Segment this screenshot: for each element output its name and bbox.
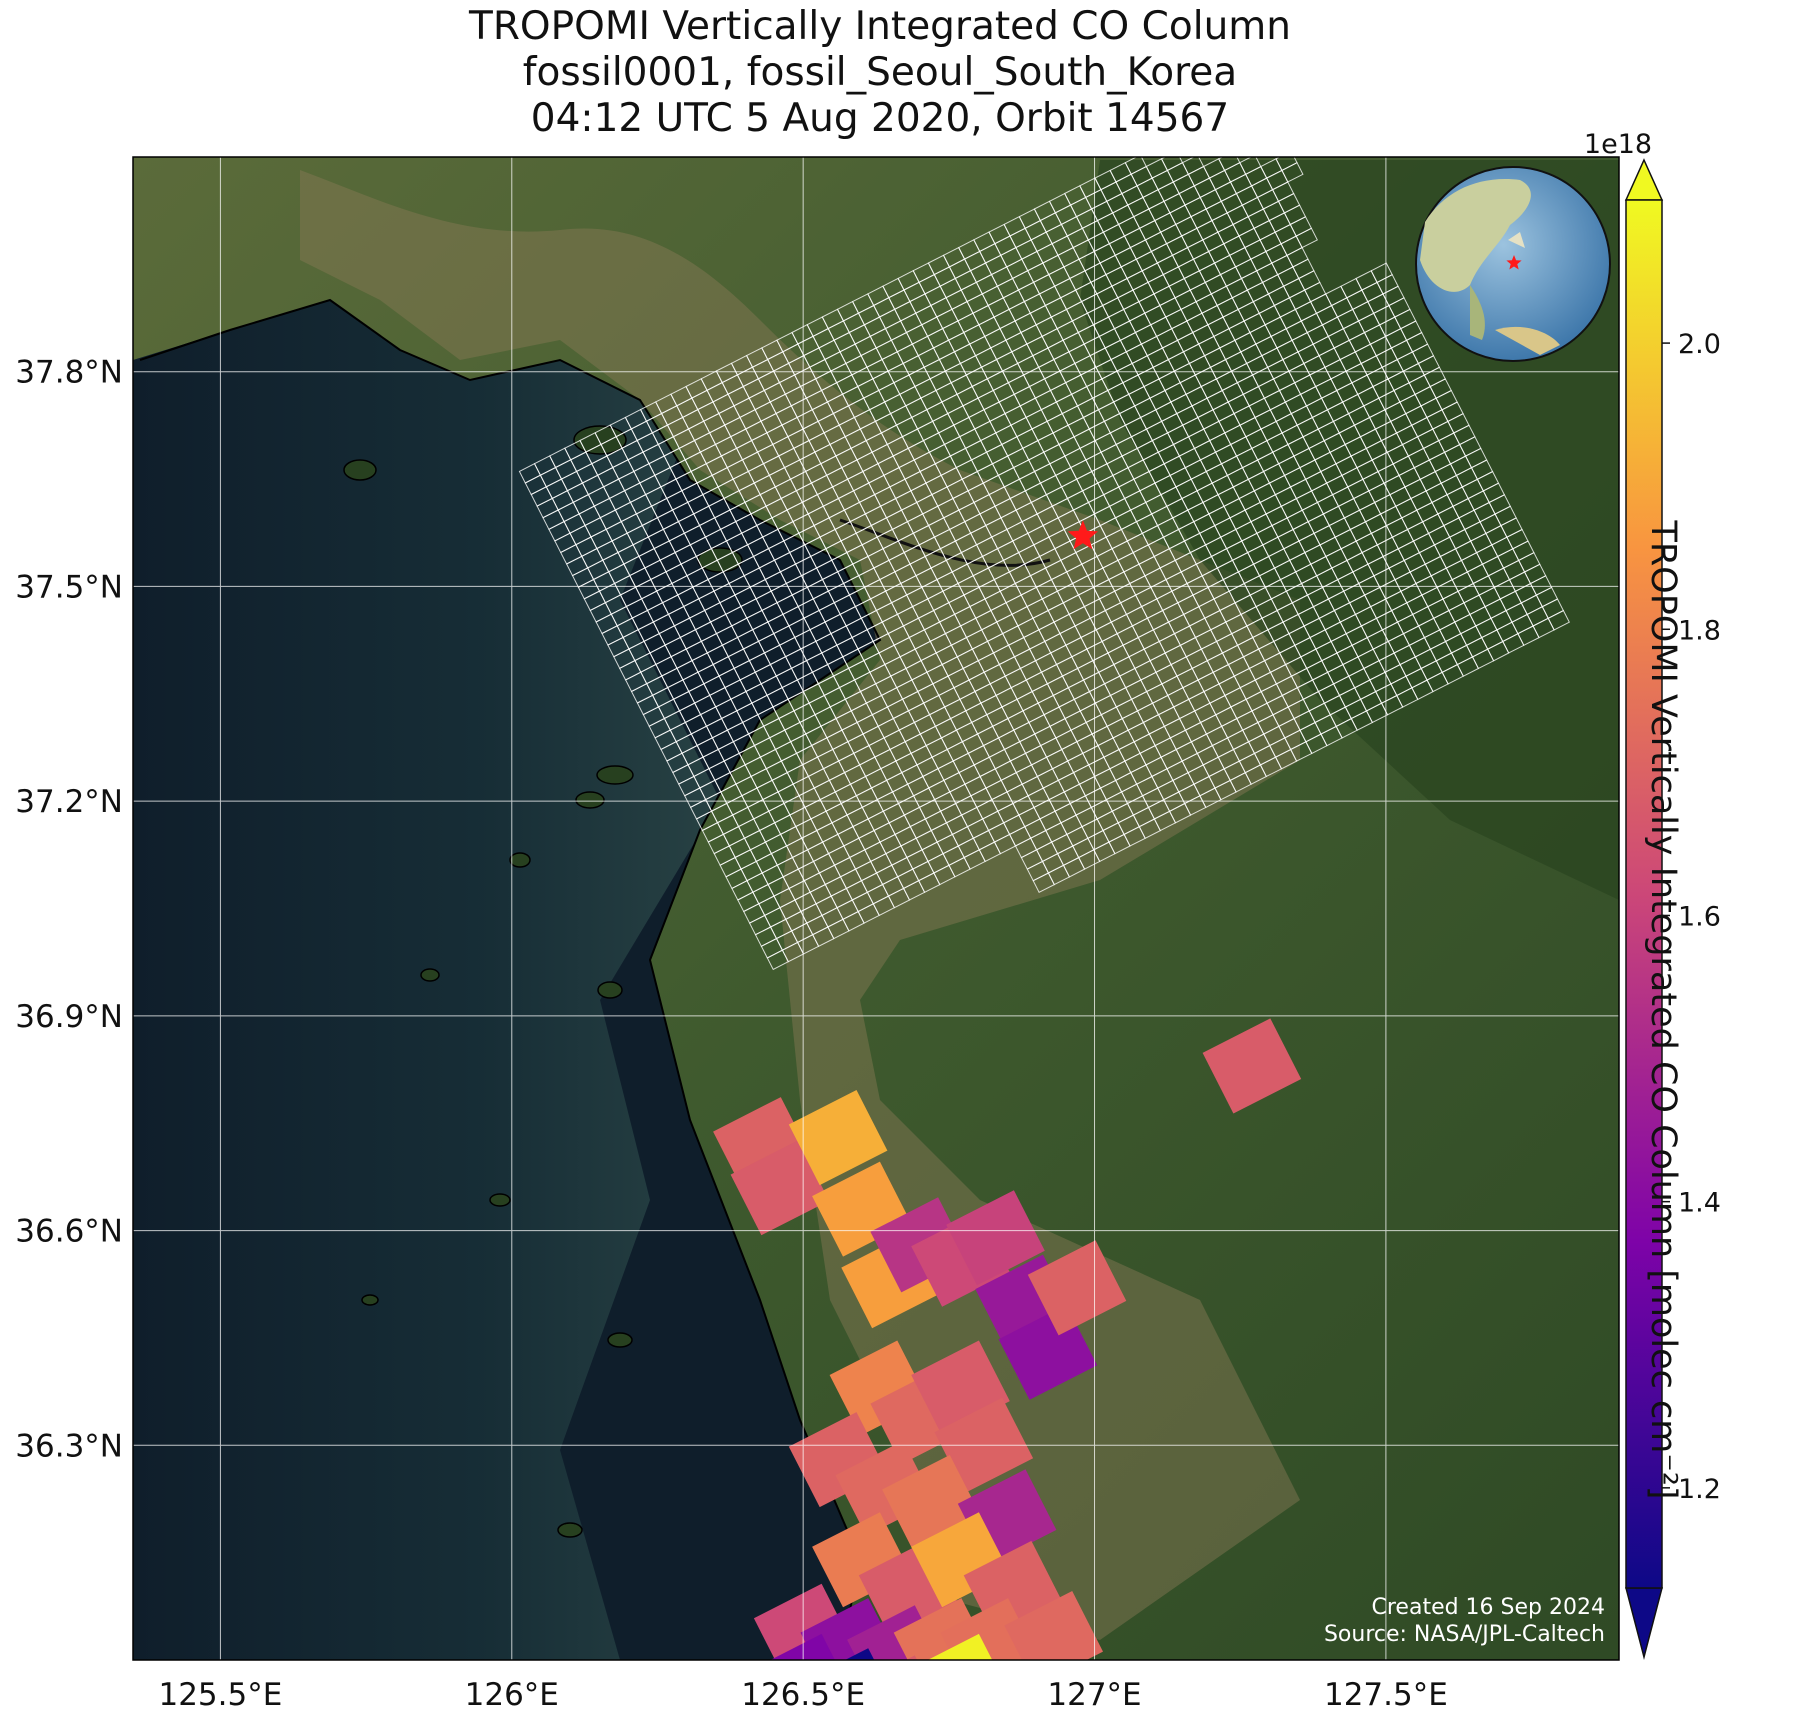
colorbar-tick-label: 2.0 [1678, 329, 1721, 360]
sounding-footprint-outlines [518, 157, 1570, 971]
co-pixel [946, 1663, 1045, 1710]
colorbar: 1e18 2.0 1.8 1.6 1.4 1.2 [1584, 129, 1721, 1660]
created-date-credit: Created 16 Sep 2024 [1372, 1595, 1606, 1620]
lat-tick-label: 36.9°N [15, 999, 123, 1035]
lat-tick-label: 36.6°N [15, 1214, 123, 1250]
coastline [139, 298, 882, 1660]
co-pixel [770, 1633, 835, 1660]
lat-tick-label: 37.5°N [15, 569, 123, 605]
sounding-footprint [1281, 162, 1304, 183]
inset-globe [1415, 166, 1611, 362]
lat-tick-label: 37.8°N [15, 355, 123, 391]
gridlines [133, 157, 1619, 1660]
longitude-axis: 125.5°E 126°E 126.5°E 127°E 127.5°E [158, 1677, 1447, 1710]
colorbar-tick-label: 1.4 [1678, 1188, 1721, 1219]
co-pixel [1202, 1018, 1302, 1114]
co-pixel [788, 1090, 888, 1186]
sounding-footprint [1295, 227, 1318, 249]
lon-tick-label: 127.5°E [1324, 1677, 1448, 1710]
globe-southeast-asia [1470, 285, 1485, 340]
co-pixel [946, 1190, 1045, 1286]
co-pixel [998, 1304, 1098, 1400]
latitude-axis: 37.8°N 37.5°N 37.2°N 36.9°N 36.6°N 36.3°N [15, 355, 123, 1465]
sounding-footprint [1547, 609, 1570, 631]
lon-tick-label: 126.5°E [741, 1677, 865, 1710]
co-pixel [905, 1655, 918, 1660]
colorbar-label: TROPOMI Vertically Integrated CO Column … [1643, 520, 1683, 1500]
lon-tick-label: 126°E [465, 1677, 559, 1710]
co-pixel [1027, 1240, 1127, 1336]
target-location-star-icon [1067, 520, 1099, 550]
lat-tick-label: 37.2°N [15, 784, 123, 820]
colorbar-tick-label: 1.2 [1678, 1474, 1721, 1505]
globe-target-star-icon [1506, 255, 1522, 270]
co-pixel [730, 1140, 830, 1236]
lon-tick-label: 125.5°E [158, 1677, 282, 1710]
colorbar-tick-label: 1.6 [1678, 901, 1721, 932]
co-pixel [1004, 1591, 1103, 1660]
chart-title-line-3: 04:12 UTC 5 Aug 2020, Orbit 14567 [530, 96, 1230, 141]
shallow-water [133, 157, 720, 1660]
co-column-pixels [713, 1018, 1302, 1710]
globe-japan [1508, 232, 1525, 248]
lat-tick-label: 36.3°N [15, 1428, 123, 1464]
source-credit: Source: NASA/JPL-Caltech [1324, 1622, 1605, 1647]
colorbar-extend-min-arrow [1625, 1587, 1663, 1660]
chart-title-line-1: TROPOMI Vertically Integrated CO Column [469, 4, 1291, 49]
colorbar-ticks: 2.0 1.8 1.6 1.4 1.2 [1662, 329, 1721, 1505]
colorbar-gradient [1625, 199, 1663, 1589]
globe-asia-landmass [1420, 179, 1531, 292]
co-pixel [927, 1633, 993, 1660]
colorbar-tick-label: 1.8 [1678, 615, 1721, 646]
co-pixel [845, 1648, 875, 1660]
lon-tick-label: 127°E [1047, 1677, 1141, 1710]
map-frame [132, 156, 1620, 1661]
colorbar-extend-max-arrow [1624, 158, 1664, 201]
colorbar-scale-label: 1e18 [1584, 129, 1652, 160]
chart-title-line-2: fossil0001, fossil_Seoul_South_Korea [522, 50, 1238, 95]
islands [343, 425, 743, 1538]
globe-australia [1495, 326, 1560, 355]
